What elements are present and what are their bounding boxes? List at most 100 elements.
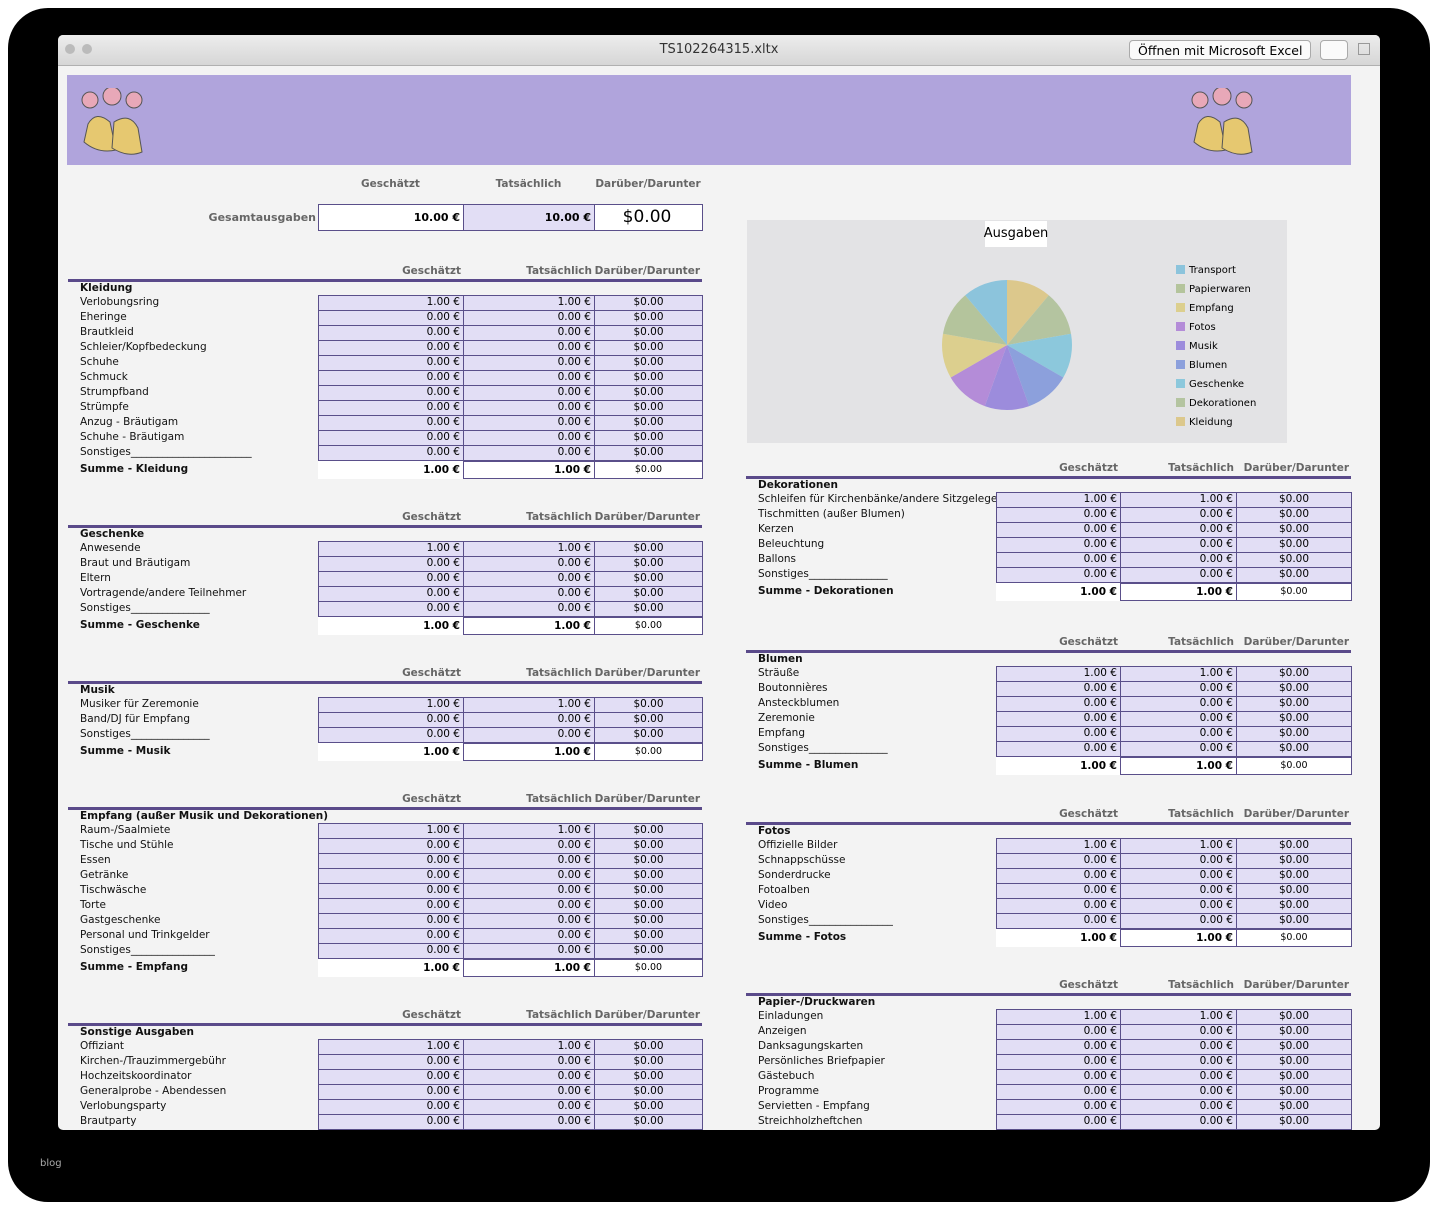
- total-value: 1.00 €: [318, 461, 464, 479]
- fullscreen-button[interactable]: [82, 44, 92, 54]
- cell-value: $0.00: [594, 853, 703, 869]
- cell-value: $0.00: [594, 943, 703, 959]
- cell-value: $0.00: [1236, 1084, 1352, 1100]
- cell-value: $0.00: [594, 928, 703, 944]
- cell-value: $0.00: [1236, 1114, 1352, 1130]
- cell-value: 0.00 €: [996, 552, 1121, 568]
- cell-value: 0.00 €: [318, 943, 464, 959]
- cell-value: 1.00 €: [463, 295, 595, 311]
- cell-value: 1.00 €: [1120, 838, 1237, 854]
- column-header: Tatsächlich: [1168, 808, 1234, 820]
- cell-value: $0.00: [594, 913, 703, 929]
- cell-value: $0.00: [1236, 522, 1352, 538]
- legend-label: Papierwaren: [1189, 284, 1251, 295]
- cell-value: 0.00 €: [1120, 696, 1237, 712]
- pie-chart: Ausgaben Transport Papierwaren Empfang Fotos…: [942, 221, 1256, 428]
- cell-value: $0.00: [594, 898, 703, 914]
- cell-value: $0.00: [1236, 537, 1352, 553]
- cell-value: 0.00 €: [996, 522, 1121, 538]
- cell-value: 0.00 €: [1120, 681, 1237, 697]
- cell-value: $0.00: [594, 868, 703, 884]
- legend-swatch: [1176, 341, 1185, 350]
- column-header: Geschätzt: [402, 511, 461, 523]
- row-label: Streichholzheftchen: [758, 1114, 863, 1127]
- cell-value: 0.00 €: [463, 370, 595, 386]
- row-label: Fotoalben: [758, 883, 810, 896]
- column-header: Tatsächlich: [526, 667, 592, 679]
- cell-value: $0.00: [594, 571, 703, 587]
- cell-value: $0.00: [594, 601, 703, 617]
- cell-value: $0.00: [1236, 552, 1352, 568]
- cell-value: 0.00 €: [463, 1114, 595, 1130]
- cell-value: 0.00 €: [996, 681, 1121, 697]
- column-header: Geschätzt: [1059, 808, 1118, 820]
- row-label: Sonstiges_______________: [80, 727, 210, 740]
- row-label: Generalprobe - Abendessen: [80, 1084, 227, 1097]
- legend-label: Kleidung: [1189, 417, 1233, 428]
- legend-label: Dekorationen: [1189, 398, 1256, 409]
- cell-value: 0.00 €: [1120, 1054, 1237, 1070]
- share-button[interactable]: [1320, 40, 1348, 60]
- cell-value: 0.00 €: [463, 340, 595, 356]
- window: TS102264315.xltx Öffnen mit Microsoft Ex…: [58, 35, 1380, 1130]
- column-header: Geschätzt: [1059, 979, 1118, 991]
- row-label: Kirchen-/Trauzimmergebühr: [80, 1054, 226, 1067]
- window-title: TS102264315.xltx: [659, 42, 779, 57]
- row-label: Tischwäsche: [80, 883, 147, 896]
- cell-value: 0.00 €: [318, 1069, 464, 1085]
- cell-value: 0.00 €: [463, 727, 595, 743]
- row-label: Sonstiges________________: [758, 913, 893, 926]
- row-label: Anwesende: [80, 541, 141, 554]
- sheet: Ausgaben Transport Papierwaren Empfang Fotos…: [58, 66, 1380, 1130]
- cell-value: 0.00 €: [318, 1054, 464, 1070]
- row-label: Schmuck: [80, 370, 128, 383]
- cell-value: $0.00: [1236, 726, 1352, 742]
- column-header: Geschätzt: [402, 1009, 461, 1021]
- row-label: Persönliches Briefpapier: [758, 1054, 885, 1067]
- cell-value: 1.00 €: [463, 1039, 595, 1055]
- cell-value: 0.00 €: [463, 853, 595, 869]
- cell-value: 0.00 €: [318, 310, 464, 326]
- summary-label: Gesamtausgaben: [208, 211, 316, 224]
- close-button[interactable]: [65, 44, 75, 54]
- column-header: Tatsächlich: [526, 1009, 592, 1021]
- column-header: Tatsächlich: [526, 793, 592, 805]
- cell-value: $0.00: [1236, 666, 1352, 682]
- row-label: Eheringe: [80, 310, 127, 323]
- banner: [67, 75, 1351, 165]
- summary-value: 10.00 €: [318, 204, 464, 231]
- section-title: Fotos: [758, 825, 791, 837]
- cell-value: 0.00 €: [463, 355, 595, 371]
- section-title: Kleidung: [80, 282, 133, 294]
- cell-value: $0.00: [1236, 868, 1352, 884]
- row-label: Sonstiges________________: [80, 943, 215, 956]
- column-header: Geschätzt: [402, 667, 461, 679]
- column-header: Geschätzt: [1059, 636, 1118, 648]
- cell-value: 0.00 €: [463, 586, 595, 602]
- section-rule: [746, 650, 1351, 653]
- open-button[interactable]: Öffnen mit Microsoft Excel: [1129, 40, 1312, 60]
- cell-value: 0.00 €: [1120, 726, 1237, 742]
- row-label: Strümpfe: [80, 400, 129, 413]
- cell-value: 0.00 €: [463, 430, 595, 446]
- total-value: $0.00: [594, 743, 703, 761]
- column-header: Tatsächlich: [1168, 636, 1234, 648]
- row-label: Vortragende/andere Teilnehmer: [80, 586, 247, 599]
- pie-slice: [950, 345, 1007, 407]
- expand-button[interactable]: [1358, 43, 1370, 55]
- cell-value: $0.00: [1236, 1039, 1352, 1055]
- section-rule: [746, 476, 1351, 479]
- cell-value: 0.00 €: [463, 868, 595, 884]
- cell-value: $0.00: [1236, 567, 1352, 583]
- row-label: Boutonnières: [758, 681, 828, 694]
- column-header: Tatsächlich: [495, 178, 562, 190]
- cell-value: $0.00: [594, 1039, 703, 1055]
- column-header: Darüber/Darunter: [1243, 636, 1349, 648]
- cell-value: 0.00 €: [1120, 868, 1237, 884]
- total-value: 1.00 €: [996, 757, 1121, 775]
- row-label: Servietten - Empfang: [758, 1099, 870, 1112]
- legend-swatch: [1176, 379, 1185, 388]
- cell-value: 0.00 €: [1120, 1099, 1237, 1115]
- legend-swatch: [1176, 417, 1185, 426]
- legend-swatch: [1176, 303, 1185, 312]
